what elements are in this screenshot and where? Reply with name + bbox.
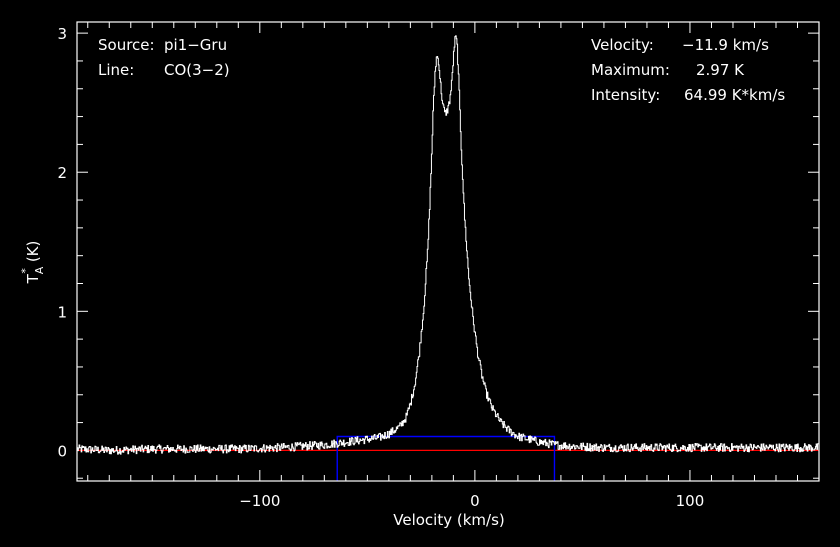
info-velocity-key: Velocity: xyxy=(591,36,654,54)
y-tick-label: 2 xyxy=(57,164,67,182)
y-tick-label: 3 xyxy=(57,25,67,43)
plot-frame xyxy=(76,21,820,482)
x-tick-label: 0 xyxy=(470,492,480,510)
info-line-key: Line: xyxy=(98,61,134,79)
ticks-layer: −100 0 100 0 1 2 3 xyxy=(57,22,820,510)
info-velocity-value: −11.9 km/s xyxy=(682,36,769,54)
info-line-value: CO(3−2) xyxy=(164,61,230,79)
info-maximum-value: 2.97 K xyxy=(696,61,745,79)
x-tick-label: −100 xyxy=(239,492,280,510)
y-axis-label-main: T xyxy=(24,273,42,284)
info-intensity-key: Intensity: xyxy=(591,86,660,104)
y-axis-label-sup: * xyxy=(19,268,32,274)
x-axis-label: Velocity (km/s) xyxy=(393,511,504,529)
integration-window xyxy=(336,435,556,481)
x-tick-label: 100 xyxy=(676,492,705,510)
spectrum-line xyxy=(77,35,820,455)
y-axis-label-sub: A xyxy=(33,266,46,274)
info-source-value: pi1−Gru xyxy=(164,36,227,54)
svg-text:TA*(K): TA* (K) xyxy=(19,241,46,285)
y-tick-label: 1 xyxy=(57,303,67,321)
info-source-key: Source: xyxy=(98,36,155,54)
y-axis-label: TA* (K) xyxy=(19,241,46,285)
y-tick-label: 0 xyxy=(57,442,67,460)
info-intensity-value: 64.99 K*km/s xyxy=(684,86,785,104)
y-axis-label-unit: (K) xyxy=(24,241,42,263)
info-maximum-key: Maximum: xyxy=(591,61,670,79)
data-layer xyxy=(77,35,820,481)
